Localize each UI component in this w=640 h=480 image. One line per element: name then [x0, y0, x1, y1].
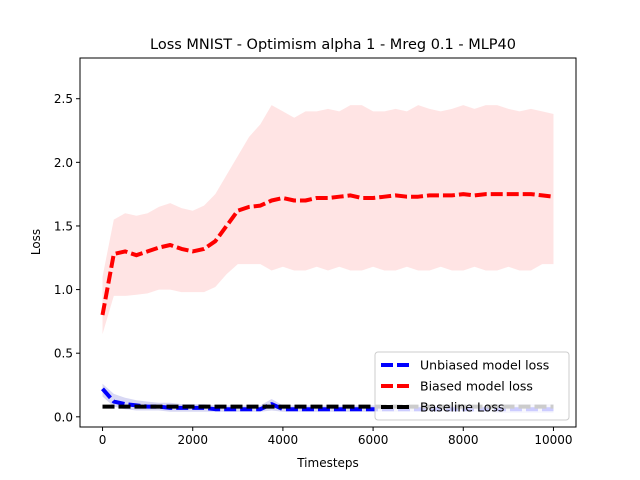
x-tick-label: 2000: [177, 433, 208, 447]
y-tick-label: 1.5: [54, 219, 73, 233]
y-axis-label: Loss: [29, 229, 43, 255]
y-tick-label: 2.5: [54, 92, 73, 106]
legend: Unbiased model loss Biased model loss Ba…: [374, 351, 570, 421]
legend-label-biased: Biased model loss: [420, 379, 533, 394]
chart-title: Loss MNIST - Optimism alpha 1 - Mreg 0.1…: [150, 37, 516, 53]
y-tick-label: 2.0: [54, 156, 73, 170]
x-tick-label: 4000: [268, 433, 299, 447]
legend-label-unbiased: Unbiased model loss: [420, 358, 549, 373]
series-line-1: [100, 192, 554, 316]
band-series-1: [102, 105, 554, 335]
legend-box: [374, 351, 570, 421]
x-tick-label: 8000: [448, 433, 479, 447]
y-tick-label: 1.0: [54, 283, 73, 297]
x-tick-label: 0: [99, 433, 107, 447]
legend-label-baseline: Baseline Loss: [420, 400, 504, 415]
y-tick-label: 0.0: [54, 410, 73, 424]
x-axis-ticks: 0 2000 4000 6000 8000 10000: [99, 427, 573, 447]
y-axis-ticks: 0.0 0.5 1.0 1.5 2.0 2.5: [54, 92, 80, 424]
x-tick-label: 6000: [358, 433, 389, 447]
plot-frame: [79, 57, 577, 428]
x-axis-label: Timesteps: [296, 456, 359, 470]
x-tick-label: 10000: [534, 433, 572, 447]
y-tick-label: 0.5: [54, 347, 73, 361]
